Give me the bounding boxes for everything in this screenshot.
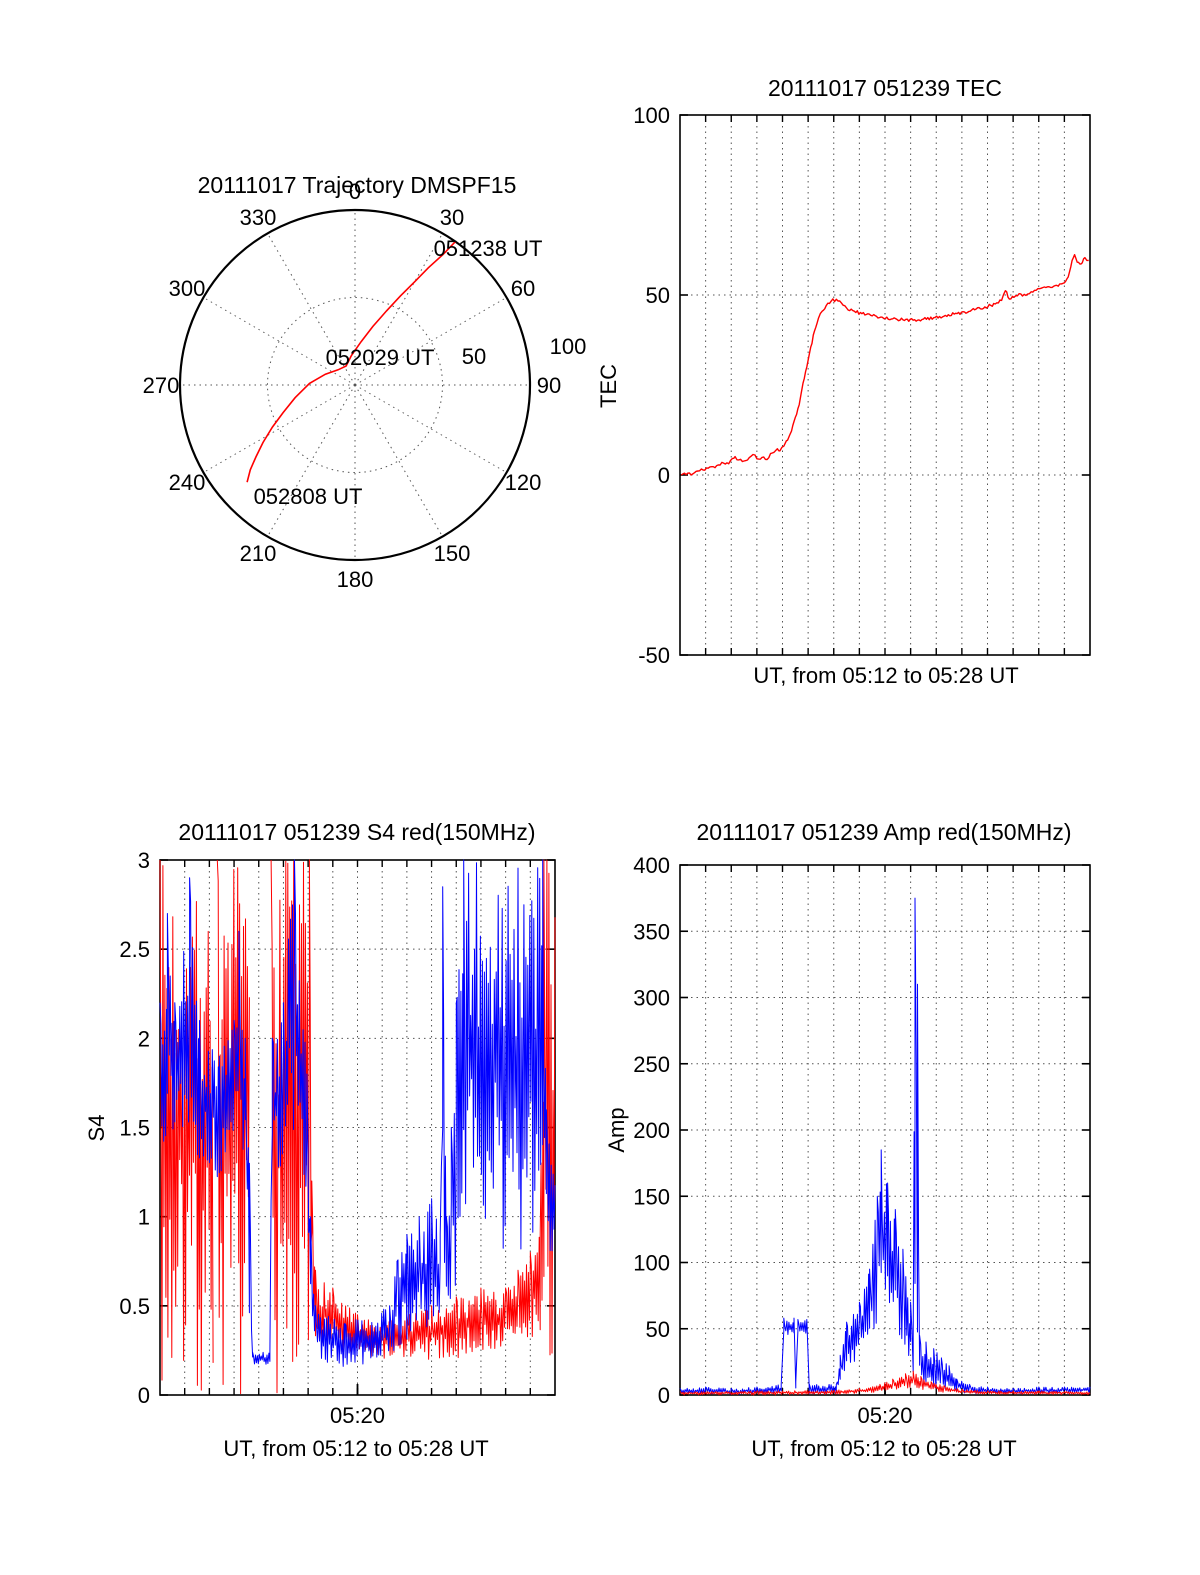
tec-title: 20111017 051239 TEC xyxy=(767,75,1003,101)
svg-text:0: 0 xyxy=(349,179,361,204)
s4-title: 20111017 051239 S4 red(150MHz) xyxy=(178,819,536,845)
amp-xlabel: UT, from 05:12 to 05:28 UT xyxy=(751,1436,1017,1461)
svg-text:1.5: 1.5 xyxy=(119,1116,150,1141)
svg-text:300: 300 xyxy=(169,276,206,301)
s4-xlabel: UT, from 05:12 to 05:28 UT xyxy=(223,1436,489,1461)
svg-text:05:20: 05:20 xyxy=(857,1403,912,1428)
svg-text:0: 0 xyxy=(658,1383,670,1408)
svg-text:50: 50 xyxy=(462,344,486,369)
trajectory-polar-plot: 0 30 60 90 120 150 180 210 240 270 300 330 50 100 0512… xyxy=(143,179,587,592)
trajectory-title: 20111017 Trajectory DMSPF15 xyxy=(197,172,517,198)
svg-text:250: 250 xyxy=(633,1052,670,1077)
amp-amplitude-plot: 0 50 100 150 200 250 300 350 400 05:20 xyxy=(633,853,1091,1428)
svg-text:2: 2 xyxy=(138,1026,150,1051)
svg-text:330: 330 xyxy=(240,205,277,230)
svg-text:051238 UT: 051238 UT xyxy=(434,236,543,261)
svg-text:100: 100 xyxy=(633,103,670,128)
svg-text:052808 UT: 052808 UT xyxy=(254,484,363,509)
svg-text:30: 30 xyxy=(440,205,464,230)
svg-text:90: 90 xyxy=(537,373,561,398)
amp-title: 20111017 051239 Amp red(150MHz) xyxy=(696,819,1072,845)
svg-text:0: 0 xyxy=(658,463,670,488)
svg-text:100: 100 xyxy=(550,334,587,359)
svg-text:-50: -50 xyxy=(638,643,670,668)
svg-text:05:20: 05:20 xyxy=(330,1403,385,1428)
s4-scintillation-plot: 0 0.5 1 1.5 2 2.5 3 05:20 xyxy=(119,848,556,1428)
svg-text:50: 50 xyxy=(646,1317,670,1342)
svg-text:200: 200 xyxy=(633,1118,670,1143)
svg-text:052029 UT: 052029 UT xyxy=(326,345,435,370)
svg-text:350: 350 xyxy=(633,919,670,944)
svg-text:180: 180 xyxy=(337,567,374,592)
svg-text:120: 120 xyxy=(505,470,542,495)
svg-text:240: 240 xyxy=(169,470,206,495)
svg-text:3: 3 xyxy=(138,848,150,873)
tec-line-plot: -50 0 50 100 xyxy=(633,103,1091,668)
svg-text:150: 150 xyxy=(434,541,471,566)
svg-text:400: 400 xyxy=(633,853,670,878)
svg-text:2.5: 2.5 xyxy=(119,937,150,962)
svg-text:210: 210 xyxy=(240,541,277,566)
svg-text:270: 270 xyxy=(143,373,180,398)
svg-text:0.5: 0.5 xyxy=(119,1294,150,1319)
svg-text:300: 300 xyxy=(633,986,670,1011)
tec-xlabel: UT, from 05:12 to 05:28 UT xyxy=(753,663,1019,688)
svg-text:60: 60 xyxy=(511,276,535,301)
svg-text:0: 0 xyxy=(138,1383,150,1408)
svg-text:1: 1 xyxy=(138,1205,150,1230)
svg-text:50: 50 xyxy=(646,283,670,308)
svg-text:150: 150 xyxy=(633,1184,670,1209)
svg-text:100: 100 xyxy=(633,1251,670,1276)
